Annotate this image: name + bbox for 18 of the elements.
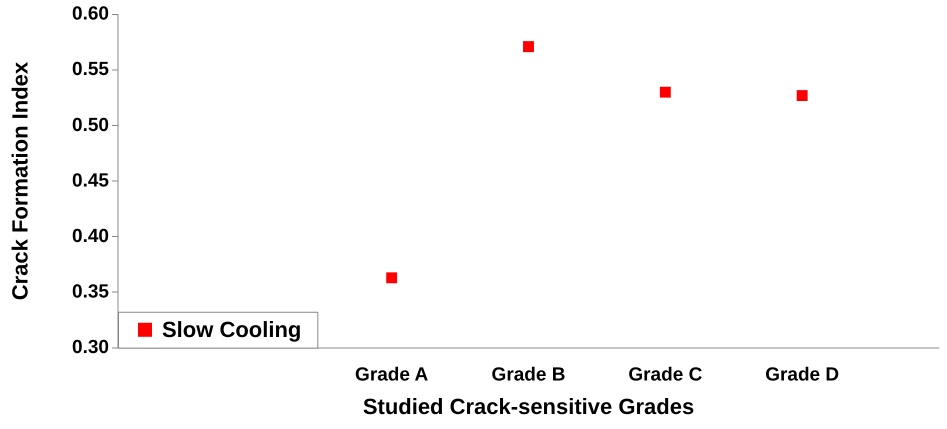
- legend-label: Slow Cooling: [162, 316, 302, 342]
- y-tick-label: 0.45: [72, 170, 110, 192]
- point: [386, 272, 398, 284]
- point: [660, 86, 671, 98]
- y-tick-label: 0.50: [72, 114, 109, 136]
- y-tick-label: 0.30: [72, 337, 109, 358]
- x-tick-label: Grade D: [765, 364, 840, 386]
- x-tick-label: Grade C: [628, 364, 703, 386]
- y-tick-label: 0.40: [72, 226, 109, 247]
- y-axis-title: Crack Formation Index: [7, 61, 32, 300]
- point: [796, 90, 808, 101]
- x-tick-label: Grade A: [355, 364, 429, 386]
- y-tick-label: 0.55: [72, 59, 110, 80]
- point: [523, 41, 534, 52]
- y-tick-label: 0.60: [72, 4, 109, 25]
- y-tick-label: 0.35: [72, 281, 110, 302]
- x-axis-title: Studied Crack-sensitive Grades: [362, 394, 694, 419]
- x-tick-label: Grade B: [492, 364, 566, 386]
